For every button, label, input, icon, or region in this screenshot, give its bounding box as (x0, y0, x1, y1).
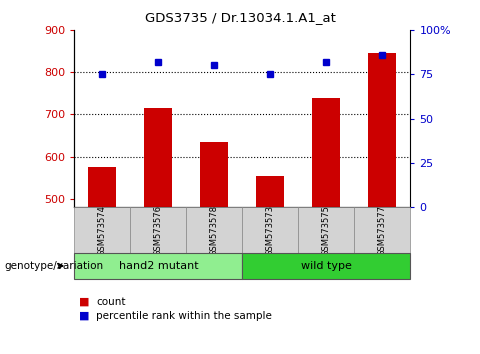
Text: percentile rank within the sample: percentile rank within the sample (96, 311, 272, 321)
Text: ■: ■ (79, 297, 90, 307)
Bar (312, 97, 340, 207)
Bar (256, 176, 284, 207)
Text: count: count (96, 297, 125, 307)
Bar (369, 53, 396, 207)
Bar (186, 207, 242, 253)
Bar (74, 253, 242, 279)
Bar (201, 142, 228, 207)
Text: ■: ■ (79, 311, 90, 321)
Text: GSM573578: GSM573578 (210, 205, 219, 256)
Bar (74, 207, 131, 253)
Text: GSM573574: GSM573574 (98, 205, 107, 256)
Text: genotype/variation: genotype/variation (5, 261, 104, 271)
Text: GSM573577: GSM573577 (378, 205, 387, 256)
Text: GDS3735 / Dr.13034.1.A1_at: GDS3735 / Dr.13034.1.A1_at (144, 11, 336, 24)
Bar (144, 108, 172, 207)
Bar (88, 167, 117, 207)
Text: GSM573573: GSM573573 (266, 205, 275, 256)
Bar (242, 253, 410, 279)
Bar (131, 207, 186, 253)
Bar (242, 207, 299, 253)
Text: GSM573575: GSM573575 (322, 205, 331, 256)
Bar (354, 207, 410, 253)
Text: wild type: wild type (301, 261, 352, 271)
Bar (299, 207, 354, 253)
Text: GSM573576: GSM573576 (154, 205, 163, 256)
Text: hand2 mutant: hand2 mutant (119, 261, 198, 271)
